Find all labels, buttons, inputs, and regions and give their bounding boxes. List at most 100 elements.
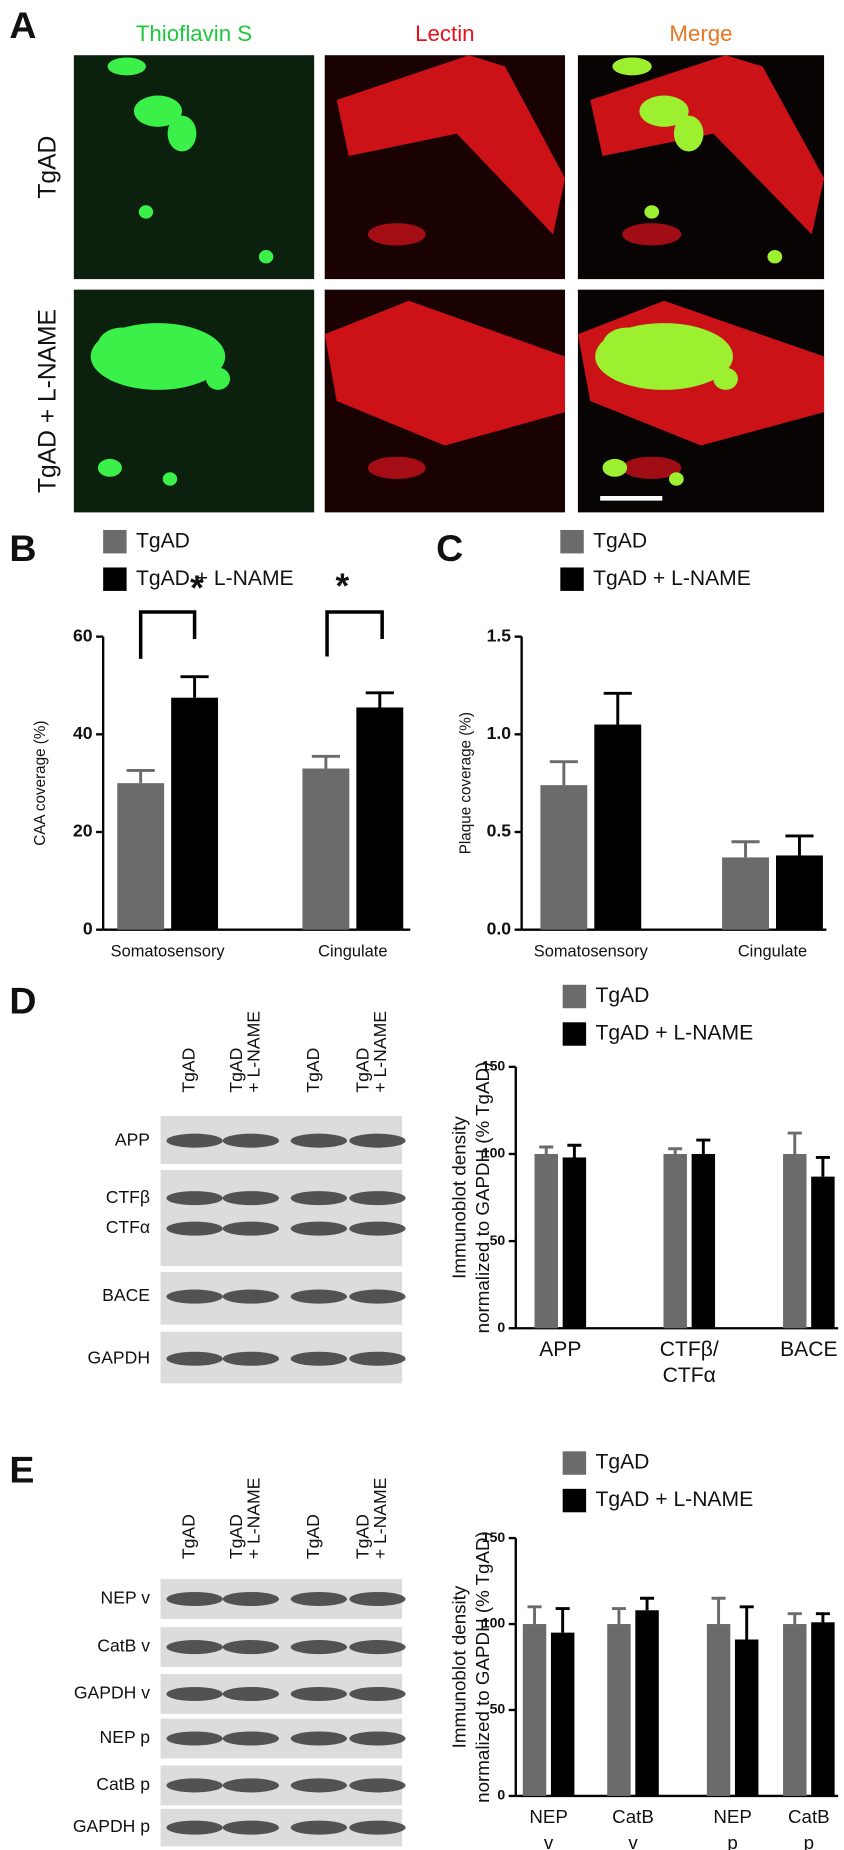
error-bar [711, 1596, 726, 1625]
error-bar [567, 1143, 582, 1158]
plaque [602, 458, 628, 477]
y-tick-label: 100 [482, 1615, 506, 1631]
error-bar [787, 1612, 802, 1625]
lane-label: TgAD [303, 1048, 323, 1093]
x-tick-label: BACE [780, 1338, 837, 1361]
error-bar [549, 760, 578, 786]
legend-swatch [103, 529, 127, 554]
bar [776, 855, 823, 930]
y-axis-label: CAA coverage (%) [32, 721, 49, 846]
column-header: Merge [669, 21, 732, 46]
blot-band [222, 1820, 279, 1835]
blot-band [166, 1686, 223, 1702]
blot-band [290, 1731, 347, 1746]
x-tick-label: CatB [788, 1806, 830, 1827]
blot-band [166, 1221, 223, 1236]
y-tick-label: 100 [482, 1145, 506, 1161]
blot-row-label: GAPDH [88, 1347, 151, 1367]
blot-band [290, 1191, 347, 1206]
bar [562, 1157, 587, 1329]
significance-bracket [325, 610, 384, 657]
bar [734, 1639, 759, 1796]
error-bar [180, 675, 209, 698]
significance-bracket [138, 610, 197, 659]
image-panel [73, 55, 315, 280]
legend-label: TgAD [595, 984, 649, 1007]
blot-band [290, 1133, 347, 1148]
bar [783, 1624, 807, 1796]
legend-label: TgAD + L-NAME [136, 567, 294, 590]
blot-band [166, 1591, 223, 1607]
x-tick-label: Somatosensory [534, 942, 649, 960]
plaque [673, 115, 704, 152]
bar [706, 1624, 731, 1796]
error-bar [696, 1138, 711, 1154]
plaque [612, 57, 652, 76]
blot-band [166, 1731, 223, 1746]
blot-row-label: GAPDH p [73, 1816, 150, 1836]
blot-band [290, 1221, 347, 1236]
error-bar [787, 1131, 802, 1154]
legend-label: TgAD + L-NAME [595, 1022, 753, 1045]
blot-band [349, 1591, 406, 1607]
panel-letter: D [9, 979, 36, 1021]
y-tick-label: 0 [497, 1787, 505, 1803]
blot-band [222, 1289, 279, 1304]
error-bar [311, 754, 340, 769]
blot-row-label: NEP p [100, 1727, 151, 1747]
y-axis-label: Plaque coverage (%) [458, 712, 475, 854]
blot-band [222, 1686, 279, 1702]
error-bar [527, 1605, 542, 1625]
error-bar [126, 768, 155, 784]
lane-label: TgAD [226, 1048, 246, 1093]
error-bar [555, 1607, 570, 1633]
lane-label: + L-NAME [244, 1011, 264, 1093]
blot-band [222, 1191, 279, 1206]
error-bar [785, 834, 814, 856]
x-tick-label: CatB [612, 1806, 654, 1827]
vessel [324, 300, 566, 446]
plaque [713, 367, 738, 390]
bar [594, 724, 642, 930]
lane-label: TgAD [226, 1514, 246, 1559]
y-tick-label: 50 [490, 1232, 506, 1248]
error-bar [815, 1612, 830, 1623]
x-tick-label: Cingulate [738, 942, 807, 960]
y-tick-label: 20 [73, 821, 93, 841]
y-tick-label: 0 [83, 918, 93, 938]
blot-band [290, 1640, 347, 1655]
x-tick-label: APP [539, 1338, 581, 1361]
lane-label: + L-NAME [370, 1478, 390, 1560]
blot-band [290, 1820, 347, 1835]
blot-band [290, 1686, 347, 1702]
y-tick-label: 150 [482, 1529, 506, 1545]
blot-band [166, 1820, 223, 1835]
legend-swatch [560, 529, 584, 554]
plaque [138, 205, 154, 219]
plaque [639, 95, 689, 127]
vessel [336, 55, 566, 235]
row-label: TgAD + L-NAME [35, 309, 62, 493]
plaque [206, 367, 231, 390]
blot-band [222, 1133, 279, 1148]
blot-band [349, 1133, 406, 1148]
row-label: TgAD [35, 136, 62, 199]
y-axis-label: Immunoblot density [449, 1585, 470, 1748]
x-tick-label: p [727, 1832, 737, 1850]
column-header: Thioflavin S [136, 21, 252, 46]
plaque [668, 472, 684, 486]
bar [302, 768, 350, 930]
blot-band [166, 1133, 223, 1148]
bar [811, 1176, 835, 1329]
error-bar [603, 691, 632, 725]
y-tick-label: 40 [73, 723, 93, 743]
error-bar [365, 691, 394, 708]
blot-band [349, 1731, 406, 1746]
y-tick-label: 0.0 [487, 918, 512, 938]
vessel [367, 456, 426, 479]
x-tick-label: v [544, 1832, 554, 1850]
blot-band [166, 1191, 223, 1206]
blot-band [222, 1591, 279, 1607]
